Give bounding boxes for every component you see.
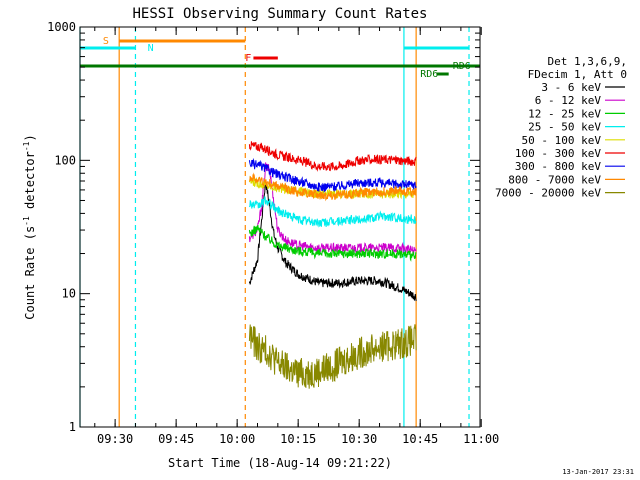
- y-axis-label-sup2: -1: [22, 141, 31, 151]
- series-line-8: [248, 324, 417, 389]
- x-axis: 09:30 09:45 10:00 10:15 10:30 10:45 11:00: [94, 27, 499, 446]
- x-tick-label-5: 10:45: [402, 432, 438, 446]
- flag-label-3: F: [245, 53, 251, 64]
- legend-label-2: 12 - 25 keV: [528, 107, 601, 120]
- legend-header-0: Det 1,3,6,9,: [548, 55, 627, 68]
- chart-title: HESSI Observing Summary Count Rates: [132, 6, 427, 22]
- y-tick-label-3: 1000: [47, 20, 76, 34]
- series-line-5: [248, 141, 417, 172]
- y-axis: 1 10 100 1000: [47, 20, 480, 434]
- legend-label-4: 50 - 100 keV: [522, 134, 602, 147]
- legend-header-1: FDecim 1, Att 0: [528, 68, 627, 81]
- y-tick-label-1: 10: [62, 287, 76, 301]
- legend-label-8: 7000 - 20000 keV: [495, 187, 601, 200]
- series-line-2: [248, 224, 417, 262]
- series-line-3: [248, 196, 417, 228]
- legend-label-6: 300 - 800 keV: [515, 160, 601, 173]
- x-tick-label-3: 10:15: [280, 432, 316, 446]
- x-axis-label: Start Time (18-Aug-14 09:21:22): [168, 456, 392, 470]
- legend-label-3: 25 - 50 keV: [528, 121, 601, 134]
- flag-label-0: S: [103, 36, 109, 47]
- legend-label-7: 800 - 7000 keV: [508, 173, 601, 186]
- y-axis-label-mid: detector: [23, 151, 37, 216]
- series-line-0: [248, 181, 417, 302]
- series-layer: [248, 141, 417, 389]
- x-tick-label-6: 11:00: [463, 432, 499, 446]
- x-tick-label-1: 09:45: [158, 432, 194, 446]
- flags-layer: S N F RD6 RD6: [80, 36, 480, 80]
- y-axis-label-sup: -1: [22, 216, 31, 226]
- y-axis-label: Count Rate (s-1 detector-1): [22, 134, 37, 319]
- y-axis-label-main: Count Rate (s: [23, 226, 37, 320]
- x-tick-label-4: 10:30: [341, 432, 377, 446]
- y-tick-label-0: 1: [69, 420, 76, 434]
- legend-label-1: 6 - 12 keV: [535, 94, 602, 107]
- flag-label-6: RD6: [453, 61, 471, 72]
- series-line-6: [248, 157, 417, 193]
- x-tick-label-0: 09:30: [97, 432, 133, 446]
- legend-label-5: 100 - 300 keV: [515, 147, 601, 160]
- y-axis-label-end: ): [23, 134, 37, 141]
- flag-label-1: N: [148, 43, 154, 54]
- timestamp: 13-Jan-2017 23:31: [562, 468, 634, 476]
- plot-frame: [79, 26, 481, 428]
- series-line-7: [249, 172, 417, 202]
- plot-area: [79, 27, 470, 427]
- x-tick-label-2: 10:00: [219, 432, 255, 446]
- legend-label-0: 3 - 6 keV: [541, 81, 601, 94]
- flag-label-5: RD6: [420, 69, 438, 80]
- y-tick-label-2: 100: [54, 153, 76, 167]
